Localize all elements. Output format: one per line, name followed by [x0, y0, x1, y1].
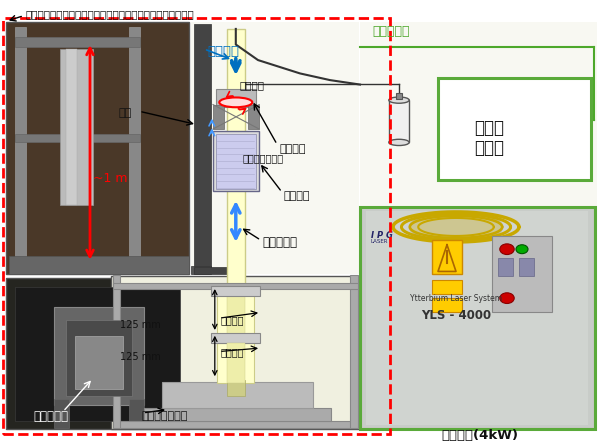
Bar — [498, 258, 513, 276]
Bar — [144, 408, 331, 421]
Text: レーザ源(4kW): レーザ源(4kW) — [442, 429, 518, 442]
Text: 溶接ツール: 溶接ツール — [33, 409, 68, 423]
Bar — [9, 256, 189, 274]
Bar — [54, 307, 144, 405]
Bar — [15, 37, 140, 47]
Bar — [216, 134, 256, 189]
Text: 回転機構: 回転機構 — [279, 144, 305, 154]
Text: Ytterbium Laser System: Ytterbium Laser System — [410, 294, 502, 303]
Bar — [492, 236, 552, 312]
Bar — [363, 209, 593, 427]
Bar — [227, 343, 245, 383]
Bar — [432, 298, 462, 312]
Bar — [227, 291, 245, 340]
Text: 保持治具: 保持治具 — [283, 191, 310, 201]
Text: 溶接試験用架台: 溶接試験用架台 — [141, 411, 187, 421]
Bar — [360, 22, 597, 274]
Bar — [194, 24, 211, 271]
Text: ~1 m: ~1 m — [93, 171, 128, 185]
Bar — [54, 399, 69, 428]
Bar — [113, 283, 358, 289]
Text: レーザ
中継器: レーザ 中継器 — [474, 118, 504, 158]
Text: 窒素ガスタンク: 窒素ガスタンク — [243, 153, 284, 163]
Circle shape — [500, 244, 514, 255]
Ellipse shape — [389, 139, 409, 146]
Text: I P G: I P G — [371, 231, 392, 240]
Bar — [113, 275, 120, 428]
Text: 下側配管: 下側配管 — [221, 348, 244, 357]
Bar — [396, 93, 402, 99]
Bar — [194, 267, 230, 274]
Bar — [3, 18, 390, 434]
Bar — [66, 320, 132, 396]
Bar — [360, 207, 595, 429]
Bar — [60, 49, 93, 205]
Ellipse shape — [409, 212, 503, 241]
Text: 上側配管: 上側配管 — [221, 316, 244, 325]
Bar — [217, 343, 254, 383]
Bar — [350, 275, 358, 428]
Bar — [432, 240, 462, 274]
Text: 溶接ツール: 溶接ツール — [263, 236, 298, 249]
Bar — [213, 131, 259, 191]
Bar — [248, 105, 259, 129]
Text: 溶接装置（実機ではこの部分をダイバータカセットに設置）: 溶接装置（実機ではこの部分をダイバータカセットに設置） — [25, 9, 194, 19]
Text: LASER: LASER — [371, 239, 388, 244]
Bar — [113, 421, 358, 428]
Bar — [213, 105, 224, 129]
Ellipse shape — [220, 97, 253, 107]
Ellipse shape — [389, 97, 409, 103]
Bar — [191, 22, 359, 274]
Bar — [227, 29, 245, 394]
Bar — [111, 276, 360, 429]
Bar — [227, 380, 245, 396]
Bar — [366, 211, 588, 425]
Bar — [6, 22, 189, 274]
Bar — [129, 399, 144, 428]
Text: 架台: 架台 — [119, 109, 132, 118]
Text: 光ファイバ: 光ファイバ — [372, 24, 409, 38]
Bar — [217, 291, 254, 340]
Bar — [389, 100, 409, 142]
Bar — [227, 247, 236, 274]
Text: 昇降機構: 昇降機構 — [207, 44, 239, 58]
Bar — [129, 27, 140, 269]
Bar — [15, 287, 180, 421]
Bar — [66, 49, 77, 205]
Bar — [162, 382, 313, 408]
Bar — [432, 280, 462, 294]
Text: 125 mm: 125 mm — [120, 320, 161, 330]
Bar — [211, 286, 260, 296]
Bar — [216, 89, 256, 107]
Circle shape — [516, 245, 528, 254]
Bar — [438, 78, 591, 180]
Text: YLS - 4000: YLS - 4000 — [421, 309, 491, 323]
Text: 125 mm: 125 mm — [120, 352, 161, 362]
Bar — [191, 266, 211, 274]
Bar — [519, 258, 534, 276]
Bar — [75, 336, 123, 389]
Circle shape — [500, 293, 514, 303]
Bar — [15, 27, 26, 269]
Bar — [211, 333, 260, 343]
Text: ガス配管: ガス配管 — [240, 81, 265, 90]
Bar — [6, 278, 189, 429]
Bar — [15, 134, 140, 142]
